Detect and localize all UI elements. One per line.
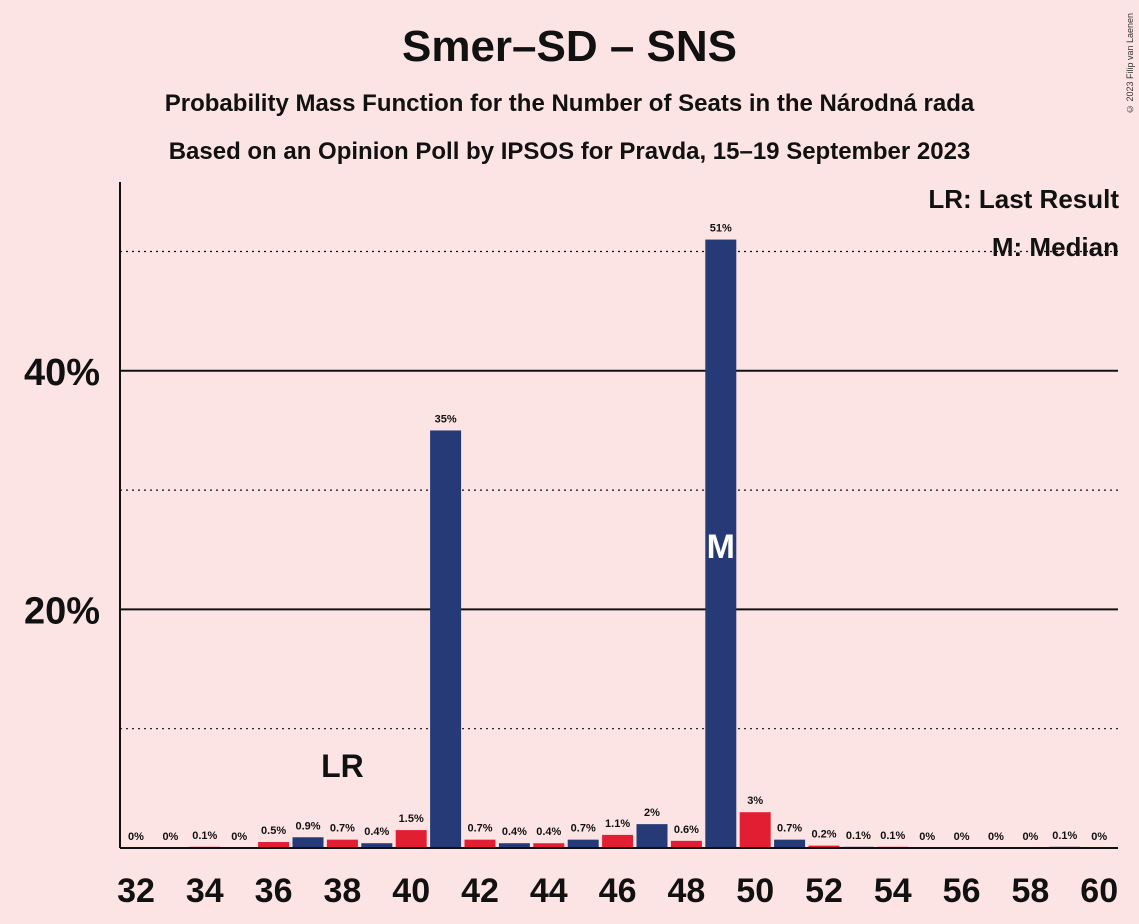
last-result-marker: LR <box>321 748 364 784</box>
data-label: 0% <box>1091 831 1107 843</box>
data-label: 0% <box>231 831 247 843</box>
x-tick-label: 56 <box>943 872 981 910</box>
data-label: 51% <box>710 223 732 235</box>
data-label: 0.4% <box>536 826 561 838</box>
data-label: 1.5% <box>399 813 424 825</box>
x-tick-label: 42 <box>461 872 499 910</box>
x-tick-label: 36 <box>255 872 293 910</box>
data-label: 0.4% <box>364 826 389 838</box>
chart-subtitle-1: Probability Mass Function for the Number… <box>164 90 975 117</box>
data-label: 0.7% <box>777 823 802 835</box>
data-label: 0% <box>954 831 970 843</box>
data-label: 0.6% <box>674 824 699 836</box>
data-label: 0.7% <box>330 823 355 835</box>
bar-seat-41 <box>430 430 462 848</box>
data-label: 3% <box>747 795 763 807</box>
bar-seat-50 <box>739 812 771 848</box>
x-tick-label: 46 <box>599 872 637 910</box>
legend-median: M: Median <box>991 232 1119 262</box>
x-tick-label: 58 <box>1011 872 1049 910</box>
bar-seat-52 <box>808 845 840 848</box>
data-label: 0.1% <box>846 830 871 842</box>
bar-seat-37 <box>292 837 324 848</box>
bar-seat-40 <box>395 830 427 848</box>
bar-seat-45 <box>567 839 599 848</box>
bar-seat-46 <box>602 834 634 848</box>
data-label: 35% <box>435 413 457 425</box>
x-tick-label: 50 <box>736 872 774 910</box>
x-tick-label: 54 <box>874 872 912 910</box>
x-tick-label: 38 <box>323 872 361 910</box>
x-tick-label: 32 <box>117 872 155 910</box>
data-label: 0.5% <box>261 825 286 837</box>
x-tick-label: 44 <box>530 872 568 910</box>
bar-seat-36 <box>258 842 290 848</box>
median-marker: M <box>707 528 735 566</box>
data-label: 1.1% <box>605 818 630 830</box>
chart-subtitle-2: Based on an Opinion Poll by IPSOS for Pr… <box>168 138 971 165</box>
bar-seat-39 <box>361 843 393 848</box>
data-label: 0.7% <box>467 823 492 835</box>
data-label: 0.7% <box>571 823 596 835</box>
data-label: 0% <box>1022 831 1038 843</box>
bar-seat-47 <box>636 824 668 848</box>
x-tick-label: 48 <box>667 872 705 910</box>
bar-seat-51 <box>774 839 806 848</box>
bar-seat-44 <box>533 843 565 848</box>
x-tick-label: 60 <box>1080 872 1118 910</box>
data-label: 0% <box>988 831 1004 843</box>
x-tick-label: 52 <box>805 872 843 910</box>
bar-seat-42 <box>464 839 496 848</box>
chart-title: Smer–SD – SNS <box>401 22 738 71</box>
data-label: 0% <box>919 831 935 843</box>
y-tick-label: 40% <box>24 352 100 394</box>
legend-last-result: LR: Last Result <box>928 184 1119 214</box>
x-tick-label: 34 <box>186 872 224 910</box>
data-label: 0.1% <box>192 830 217 842</box>
bar-seat-43 <box>498 843 530 848</box>
data-label: 0% <box>162 831 178 843</box>
data-label: 0.2% <box>811 829 836 841</box>
data-label: 2% <box>644 807 660 819</box>
data-label: 0.4% <box>502 826 527 838</box>
bar-seat-38 <box>326 839 358 848</box>
data-label: 0% <box>128 831 144 843</box>
y-tick-label: 20% <box>24 590 100 632</box>
bar-seat-49 <box>705 239 737 848</box>
data-label: 0.1% <box>1052 830 1077 842</box>
data-label: 0.9% <box>295 820 320 832</box>
bar-seat-48 <box>670 840 702 848</box>
x-tick-label: 40 <box>392 872 430 910</box>
data-label: 0.1% <box>880 830 905 842</box>
